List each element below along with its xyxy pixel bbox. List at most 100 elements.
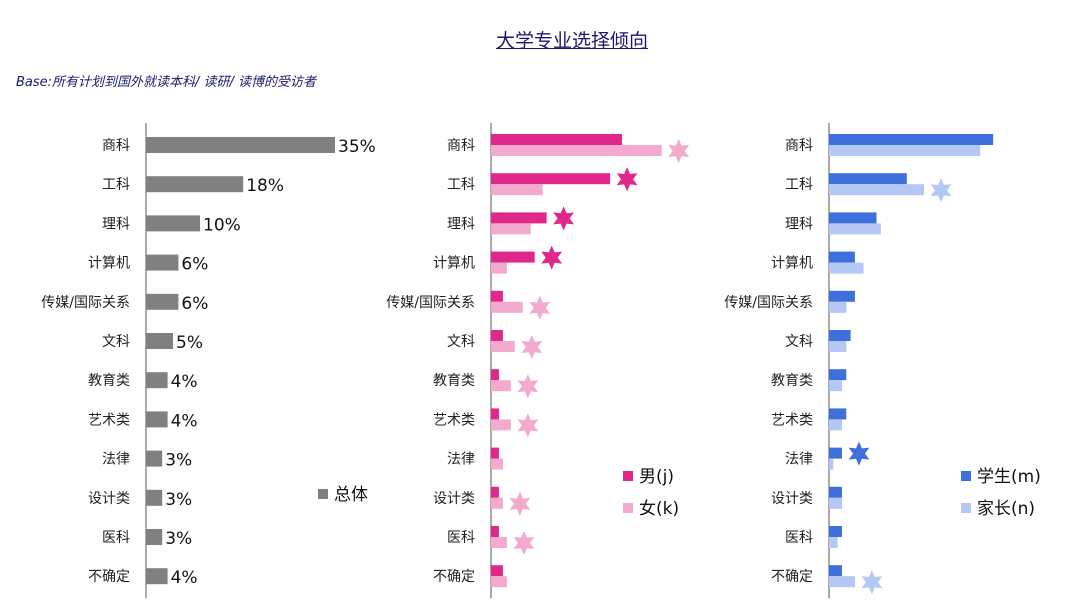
panel3-category-label: 传媒/国际关系 [724,295,813,311]
panel2-bar-b [491,380,511,392]
panel3-category-label: 艺术类 [771,412,813,428]
panel1-value-label: 6% [181,294,208,314]
panel3-bar-b [829,458,834,470]
panel2-significance-star-icon [517,374,539,399]
panel2-category-label: 计算机 [433,256,475,272]
panel2-bar-a [491,173,611,185]
panel3-category-label: 计算机 [771,256,813,272]
panel1-category-label: 文科 [102,334,130,350]
panel2-category-label: 不确定 [433,569,475,585]
panel1-category-label: 理科 [102,216,130,232]
panel2-legend-swatch [623,503,633,513]
panel2-bar-b [491,341,515,352]
panel1-category-label: 医科 [102,530,130,546]
panel2-bar-b [491,576,507,588]
panel1-value-label: 3% [165,490,192,510]
panel2-significance-star-icon [553,206,574,231]
panel1-value-label: 6% [181,255,208,275]
panel2-category-label: 教育类 [433,373,475,389]
panel1-category-label: 教育类 [88,373,130,389]
panel3-category-label: 不确定 [771,569,813,585]
panel1-category-label: 工科 [102,177,130,193]
panel3-bar-a [829,369,847,381]
panel3-category-label: 理科 [785,216,813,232]
panel3-bar-b [829,341,847,352]
panel3-bar-a [829,173,907,185]
panel2-category-label: 法律 [447,452,475,468]
panel2-bar-a [491,251,535,263]
panel1-bar [146,254,179,271]
panel2-legend-label: 男(j) [639,467,674,487]
panel3-bar-b [829,380,842,392]
panel1-bar [146,568,168,585]
panel3-bar-b [829,576,855,588]
panel2-bar-b [491,497,503,509]
panel3-category-label: 法律 [785,452,813,468]
panel1-bar [146,215,200,232]
panel2-bar-b [491,262,507,274]
panel2-bar-a [491,526,499,537]
panel3-category-label: 商科 [785,138,813,154]
panel2-significance-star-icon [616,167,638,192]
panel2-bar-b [491,184,543,196]
panel3-bar-b [829,301,847,313]
panel2-significance-star-icon [521,335,543,359]
panel2-category-label: 文科 [447,334,475,350]
panel1-category-label: 传媒/国际关系 [41,295,130,311]
panel1-bar [146,333,173,349]
panel1-bar [146,372,168,389]
panel1-value-label: 3% [165,529,192,549]
panel1-category-label: 计算机 [88,256,130,272]
panel3-significance-star-icon [848,441,870,466]
panel1-value-label: 4% [171,372,198,392]
panel2-bar-b [491,458,503,470]
panel2-legend-swatch [623,471,633,481]
panel1-category-label: 艺术类 [88,412,130,428]
panel1-value-label: 5% [176,333,203,353]
panel3-significance-star-icon [861,570,883,595]
panel2-bar-a [491,486,499,498]
panel1-category-label: 商科 [102,138,130,154]
panel2-bar-a [491,408,499,420]
panel2-bar-b [491,419,511,431]
panel2-category-label: 传媒/国际关系 [386,295,475,311]
panel2-bar-a [491,212,547,224]
panel2-category-label: 设计类 [433,491,475,507]
panel3-bar-a [829,290,855,302]
panel1-category-label: 不确定 [88,569,130,585]
panel3-legend-label: 学生(m) [977,467,1041,487]
panel3-category-label: 设计类 [771,491,813,507]
panel3-legend-swatch [961,471,971,481]
panel1-legend-swatch [318,489,328,499]
panel3-bar-b [829,419,842,431]
panel1-category-label: 法律 [102,452,130,468]
panel3-bar-a [829,565,842,577]
panel3-bar-a [829,134,994,145]
panel3-legend-label: 家长(n) [977,499,1035,519]
panel2-significance-star-icon [509,491,531,516]
panel3-significance-star-icon [930,178,952,203]
panel2-bar-a [491,565,503,577]
panel1-bar [146,529,163,545]
panel2-significance-star-icon [541,245,563,270]
base-note: Base:所有计划到国外就读本科/ 读研/ 读博的受访者 [16,75,317,90]
panel1-bar [146,489,163,506]
panel1-bar [146,176,244,193]
panel3-bar-a [829,330,851,341]
panel2-significance-star-icon [529,295,551,320]
panel2-significance-star-icon [513,531,535,555]
panel2-category-label: 工科 [447,177,475,193]
panel3-category-label: 医科 [785,530,813,546]
panel3-bar-a [829,526,842,537]
panel2-bar-a [491,290,503,302]
panel1-category-label: 设计类 [88,491,130,507]
panel2-category-label: 理科 [447,216,475,232]
panel3-bar-a [829,251,855,263]
panel3-bar-b [829,184,925,196]
panel1-value-label: 18% [246,176,284,196]
panel3-bar-b [829,497,842,509]
panel3-category-label: 工科 [785,177,813,193]
panel3-category-label: 教育类 [771,373,813,389]
panel2-bar-a [491,447,499,459]
